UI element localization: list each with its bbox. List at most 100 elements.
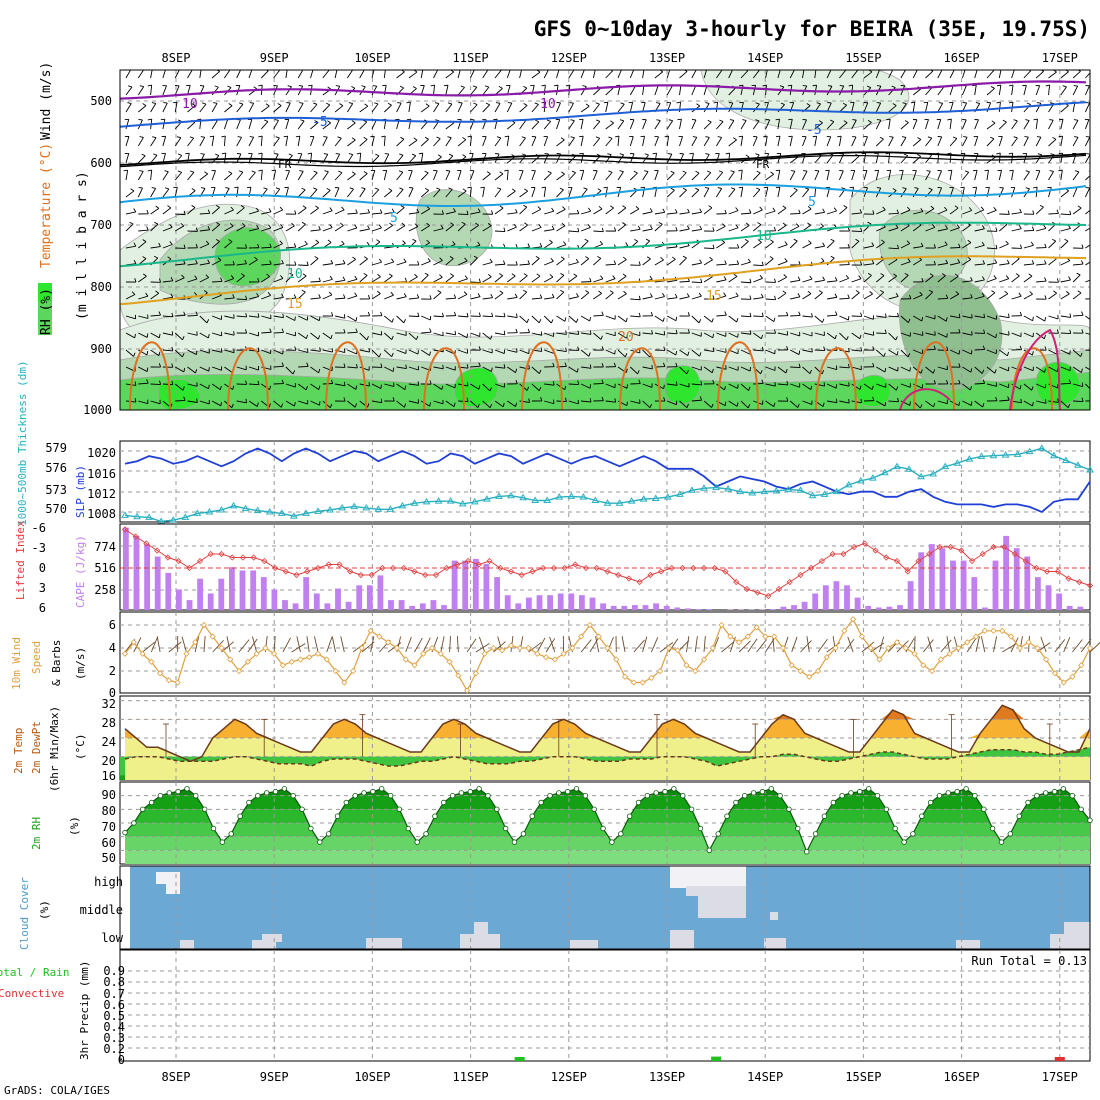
wind-barb-shaft [580, 383, 591, 389]
wind-barb-shaft [297, 275, 307, 283]
wind-barb [593, 227, 604, 233]
wind-barb [950, 313, 961, 319]
wind-barb [248, 366, 259, 371]
wind-barb-flag [932, 369, 936, 374]
wind-barb-shaft [716, 70, 723, 79]
wind-barb-shaft [691, 281, 702, 284]
wind-barb-flag [330, 334, 333, 339]
wind-barb [850, 101, 855, 113]
wind-barb-flag [880, 289, 884, 293]
wind-barb-shaft [691, 383, 702, 386]
wind-barb [470, 332, 481, 337]
wind-barb [937, 365, 948, 371]
wind-barb-flag [502, 402, 505, 407]
wind-barb-flag [275, 187, 280, 190]
wind-barb [1072, 119, 1079, 130]
wind-barb [593, 396, 604, 402]
wind-barb-shaft [1072, 292, 1082, 300]
wind-barb-flag [522, 153, 527, 156]
wind-barb-shaft [482, 136, 487, 147]
wind-barb [765, 256, 774, 266]
wind-barb [972, 84, 977, 96]
wind-barb-flag [171, 312, 174, 317]
wind-barb-shaft [654, 259, 664, 266]
wind-barb-shaft [125, 170, 129, 181]
wind-barb-shaft [888, 349, 898, 356]
thickness-marker [519, 493, 527, 501]
wind-barb-flag [686, 225, 690, 230]
wind-barb-shaft [1073, 263, 1084, 266]
wind-barb-flag [191, 188, 196, 192]
wind-barb-shaft [285, 187, 289, 198]
contour-label: 10 [540, 97, 556, 112]
wind-barb [470, 400, 480, 408]
wind-barb-shaft [950, 315, 961, 319]
wind-barb-flag [779, 85, 784, 88]
wind-barb [913, 207, 924, 215]
wind-barb-shaft [568, 230, 579, 233]
wind-barb-shaft [187, 349, 197, 355]
wind-barb-shaft [347, 295, 358, 300]
wind-barb-flag [477, 208, 481, 213]
wind-barb-flag [538, 369, 542, 374]
wind-barb [716, 365, 727, 370]
wind-barb [716, 292, 727, 300]
wind-barb-flag [214, 85, 219, 88]
wind-barb-flag [412, 238, 417, 242]
wind-barb-flag [1056, 209, 1059, 214]
wind-barb-flag [640, 68, 644, 69]
wind-barb-shaft [544, 349, 554, 354]
wind-barb-flag [995, 227, 998, 232]
wind-barb-shaft [138, 229, 149, 232]
wind-barb-flag [133, 242, 137, 247]
wind-barb-flag [551, 225, 555, 230]
wind-barb-shaft [433, 292, 442, 300]
wind-barb-shaft [925, 70, 934, 79]
wind-barb-flag [1081, 244, 1084, 249]
wind-barb-shaft [605, 400, 616, 403]
wind-barb-flag [477, 403, 480, 408]
wind-barb-shaft [408, 366, 419, 371]
wind-barb-flag [515, 379, 518, 385]
wind-barb [297, 205, 307, 215]
wind-barb-shaft [1084, 136, 1090, 147]
wind-barb-flag [695, 170, 700, 174]
wind-barb-flag [837, 135, 842, 138]
contour-label: FR [756, 158, 770, 171]
wind-barb [716, 383, 727, 391]
contour-label: -5 [312, 115, 328, 130]
wind-barb-shaft [384, 383, 395, 388]
wind-barb-flag [786, 345, 789, 351]
wind-barb-flag [546, 119, 551, 122]
wind-barb-flag [388, 273, 393, 277]
wind-barb-flag [526, 386, 530, 391]
wind-barb-flag [1077, 290, 1082, 294]
wind-barb [285, 210, 297, 215]
wind-barb-shaft [703, 188, 710, 198]
wind-barb-flag [984, 169, 989, 172]
wind-barb [863, 119, 872, 130]
wind-barb [716, 209, 727, 215]
slp-tick: 1020 [87, 446, 116, 460]
wind-barb [420, 70, 424, 79]
wind-barb-shaft [814, 349, 825, 351]
thickness-marker [1013, 450, 1022, 457]
wind-barb-flag [843, 120, 848, 124]
wind-barb [1022, 152, 1028, 164]
wind-barb [962, 277, 973, 283]
wind-barb-shaft [888, 212, 899, 215]
wind-barb-shaft [974, 279, 985, 283]
wind-barb-flag [866, 85, 871, 89]
wind-barb [383, 153, 390, 164]
wind-barb [568, 70, 575, 79]
wind-barb-flag [329, 224, 333, 228]
wind-barb-shaft [580, 153, 584, 164]
wind-barb-flag [1049, 102, 1055, 105]
wind-barb [347, 292, 358, 300]
wind-barb [199, 366, 210, 372]
wind-barb-shaft [716, 263, 727, 266]
wind-barb-flag [521, 136, 526, 139]
wind-barb [691, 70, 697, 79]
wind-barb [248, 102, 255, 113]
wind-barb [580, 315, 591, 322]
